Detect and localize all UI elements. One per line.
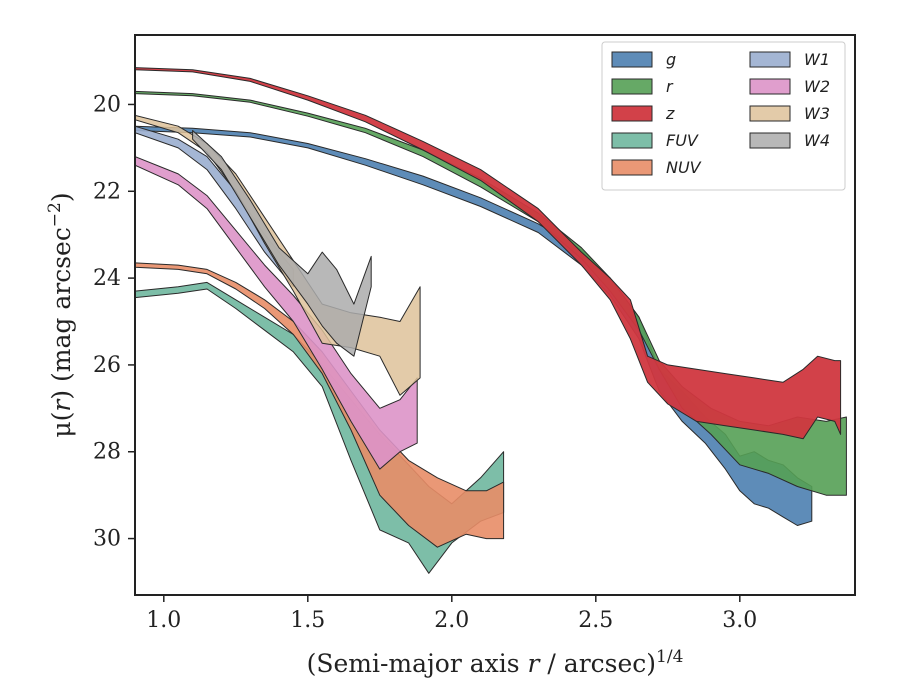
legend-swatch-g xyxy=(611,51,653,68)
x-tick-label: 1.5 xyxy=(290,608,325,633)
y-axis-label: μ(r) (mag arcsec−2) xyxy=(45,192,76,437)
legend-swatch-r xyxy=(611,78,653,95)
legend-label-r: r xyxy=(666,77,674,96)
y-tick-label: 26 xyxy=(93,353,121,378)
legend-swatch-FUV xyxy=(611,132,653,149)
y-tick-label: 22 xyxy=(93,179,121,204)
legend-swatch-W4 xyxy=(749,132,791,149)
band-NUV xyxy=(135,262,505,548)
x-axis-label: (Semi-major axis r / arcsec)1/4 xyxy=(307,647,684,678)
legend-label-g: g xyxy=(666,50,676,69)
band-W4 xyxy=(192,130,372,357)
legend-label-W3: W3 xyxy=(804,104,830,123)
band-z xyxy=(135,67,842,440)
legend-swatch-W1 xyxy=(749,51,791,68)
profile-bands xyxy=(135,67,847,574)
x-tick-label: 1.0 xyxy=(146,608,181,633)
legend-swatch-W2 xyxy=(749,78,791,95)
legend-label-FUV: FUV xyxy=(666,131,699,150)
x-tick-label: 2.5 xyxy=(578,608,613,633)
plot-frame xyxy=(134,34,856,596)
legend-label-NUV: NUV xyxy=(666,158,702,177)
x-axis: 1.0 1.5 2.0 2.5 3.0 xyxy=(146,595,757,633)
legend-swatch-z xyxy=(611,105,653,122)
legend-label-W2: W2 xyxy=(804,77,830,96)
x-tick-label: 3.0 xyxy=(722,608,757,633)
legend-label-z: z xyxy=(665,104,675,123)
y-tick-label: 30 xyxy=(93,527,121,552)
y-tick-label: 24 xyxy=(93,266,121,291)
x-tick-label: 2.0 xyxy=(434,608,469,633)
legend-swatch-W3 xyxy=(749,105,791,122)
legend-label-W4: W4 xyxy=(804,131,830,150)
y-tick-label: 28 xyxy=(93,440,121,465)
y-tick-label: 20 xyxy=(93,92,121,117)
legend-label-W1: W1 xyxy=(804,50,830,69)
legend: grz FUV NUV W1 W2 W3 W4 xyxy=(601,41,846,191)
band-W2 xyxy=(135,156,418,470)
y-axis: 20 22 24 26 28 30 xyxy=(93,92,135,552)
band-g xyxy=(135,125,813,526)
legend-swatch-NUV xyxy=(611,159,653,176)
